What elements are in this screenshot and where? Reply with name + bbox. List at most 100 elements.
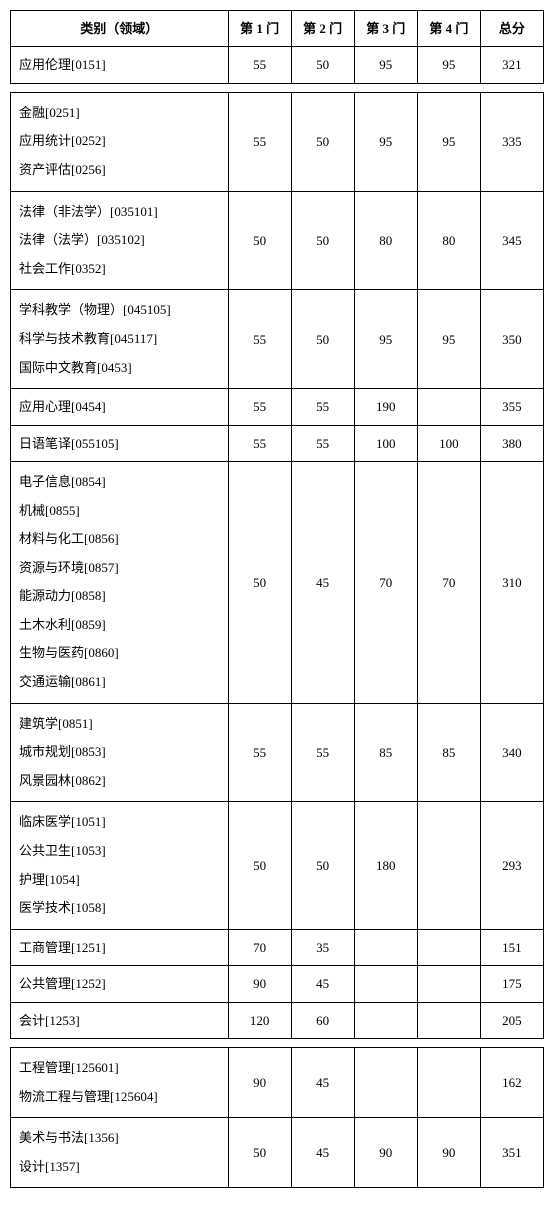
score-cell: 45 — [291, 1047, 354, 1117]
category-line: 法律（非法学）[035101] — [19, 198, 224, 227]
score-cell: 80 — [354, 191, 417, 290]
category-line: 医学技术[1058] — [19, 894, 224, 923]
total-cell: 205 — [480, 1002, 543, 1038]
score-cell — [417, 1047, 480, 1117]
score-cell: 60 — [291, 1002, 354, 1038]
category-line: 应用统计[0252] — [19, 127, 224, 156]
table-header-row: 类别（领域） 第 1 门 第 2 门 第 3 门 第 4 门 总分 — [11, 11, 544, 47]
category-line: 工程管理[125601] — [19, 1054, 224, 1083]
table-row: 工商管理[1251] 70 35 151 — [11, 929, 544, 965]
category-line: 学科教学（物理）[045105] — [19, 296, 224, 325]
category-line: 临床医学[1051] — [19, 808, 224, 837]
score-cell — [417, 966, 480, 1002]
category-line: 材料与化工[0856] — [19, 525, 224, 554]
category-line: 机械[0855] — [19, 497, 224, 526]
total-cell: 175 — [480, 966, 543, 1002]
score-cell — [354, 1047, 417, 1117]
score-cell: 70 — [417, 461, 480, 703]
score-cell — [417, 802, 480, 929]
category-line: 资产评估[0256] — [19, 156, 224, 185]
total-cell: 335 — [480, 92, 543, 191]
total-cell: 380 — [480, 425, 543, 461]
score-cell: 80 — [417, 191, 480, 290]
score-cell: 95 — [354, 47, 417, 83]
category-cell: 金融[0251] 应用统计[0252] 资产评估[0256] — [11, 92, 229, 191]
total-cell: 340 — [480, 703, 543, 802]
category-line: 护理[1054] — [19, 866, 224, 895]
score-cell: 50 — [228, 191, 291, 290]
category-line: 能源动力[0858] — [19, 582, 224, 611]
category-line: 公共管理[1252] — [19, 972, 224, 995]
total-cell: 293 — [480, 802, 543, 929]
score-cell: 45 — [291, 1118, 354, 1188]
score-cell — [417, 1002, 480, 1038]
score-cell: 190 — [354, 389, 417, 425]
table-row: 金融[0251] 应用统计[0252] 资产评估[0256] 55 50 95 … — [11, 92, 544, 191]
category-line: 国际中文教育[0453] — [19, 354, 224, 383]
table-row: 学科教学（物理）[045105] 科学与技术教育[045117] 国际中文教育[… — [11, 290, 544, 389]
score-cell: 95 — [354, 290, 417, 389]
score-cell: 50 — [291, 802, 354, 929]
total-cell: 321 — [480, 47, 543, 83]
col-total: 总分 — [480, 11, 543, 47]
total-cell: 355 — [480, 389, 543, 425]
col-2: 第 2 门 — [291, 11, 354, 47]
score-cell: 100 — [417, 425, 480, 461]
total-cell: 151 — [480, 929, 543, 965]
category-line: 会计[1253] — [19, 1009, 224, 1032]
table-row: 应用伦理[0151] 55 50 95 95 321 — [11, 47, 544, 83]
category-cell: 日语笔译[055105] — [11, 425, 229, 461]
category-cell: 应用伦理[0151] — [11, 47, 229, 83]
category-line: 社会工作[0352] — [19, 255, 224, 284]
category-line: 电子信息[0854] — [19, 468, 224, 497]
category-line: 美术与书法[1356] — [19, 1124, 224, 1153]
category-cell: 法律（非法学）[035101] 法律（法学）[035102] 社会工作[0352… — [11, 191, 229, 290]
category-line: 交通运输[0861] — [19, 668, 224, 697]
scores-table-3: 工程管理[125601] 物流工程与管理[125604] 90 45 162 美… — [10, 1047, 544, 1188]
category-line: 设计[1357] — [19, 1153, 224, 1182]
scores-table-2: 金融[0251] 应用统计[0252] 资产评估[0256] 55 50 95 … — [10, 92, 544, 1039]
score-cell: 95 — [417, 290, 480, 389]
score-cell: 120 — [228, 1002, 291, 1038]
score-cell: 55 — [228, 47, 291, 83]
score-cell: 85 — [417, 703, 480, 802]
scores-table-1: 类别（领域） 第 1 门 第 2 门 第 3 门 第 4 门 总分 应用伦理[0… — [10, 10, 544, 84]
score-cell — [417, 929, 480, 965]
score-cell: 70 — [228, 929, 291, 965]
total-cell: 345 — [480, 191, 543, 290]
score-cell: 55 — [228, 389, 291, 425]
score-cell: 55 — [291, 389, 354, 425]
category-line: 风景园林[0862] — [19, 767, 224, 796]
category-line: 工商管理[1251] — [19, 936, 224, 959]
score-cell: 55 — [228, 703, 291, 802]
score-cell: 55 — [291, 425, 354, 461]
score-cell: 55 — [291, 703, 354, 802]
col-1: 第 1 门 — [228, 11, 291, 47]
category-line: 应用心理[0454] — [19, 395, 224, 418]
category-cell: 公共管理[1252] — [11, 966, 229, 1002]
category-cell: 工商管理[1251] — [11, 929, 229, 965]
score-cell: 180 — [354, 802, 417, 929]
category-cell: 会计[1253] — [11, 1002, 229, 1038]
category-line: 公共卫生[1053] — [19, 837, 224, 866]
score-cell: 50 — [291, 92, 354, 191]
table-row: 会计[1253] 120 60 205 — [11, 1002, 544, 1038]
table-row: 公共管理[1252] 90 45 175 — [11, 966, 544, 1002]
category-line: 日语笔译[055105] — [19, 432, 224, 455]
category-line: 生物与医药[0860] — [19, 639, 224, 668]
category-line: 土木水利[0859] — [19, 611, 224, 640]
total-cell: 350 — [480, 290, 543, 389]
category-line: 资源与环境[0857] — [19, 554, 224, 583]
table-row: 美术与书法[1356] 设计[1357] 50 45 90 90 351 — [11, 1118, 544, 1188]
table-row: 建筑学[0851] 城市规划[0853] 风景园林[0862] 55 55 85… — [11, 703, 544, 802]
score-cell: 90 — [228, 966, 291, 1002]
score-cell: 45 — [291, 966, 354, 1002]
score-cell: 90 — [354, 1118, 417, 1188]
category-line: 建筑学[0851] — [19, 710, 224, 739]
col-3: 第 3 门 — [354, 11, 417, 47]
score-cell: 50 — [291, 191, 354, 290]
total-cell: 351 — [480, 1118, 543, 1188]
score-cell: 35 — [291, 929, 354, 965]
category-cell: 美术与书法[1356] 设计[1357] — [11, 1118, 229, 1188]
category-line: 金融[0251] — [19, 99, 224, 128]
